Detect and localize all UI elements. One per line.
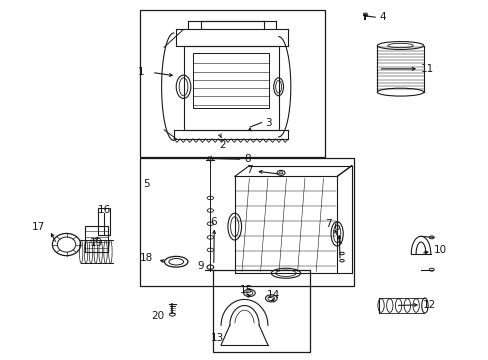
Text: 5: 5 [142,179,149,189]
Ellipse shape [207,248,213,252]
Text: 4: 4 [378,12,385,22]
Text: 1: 1 [138,67,144,77]
Text: 3: 3 [265,118,271,128]
Text: 7: 7 [245,165,252,175]
Ellipse shape [245,291,252,295]
Ellipse shape [207,235,213,239]
Text: 10: 10 [433,245,446,255]
Text: 2: 2 [219,140,225,150]
Text: 16: 16 [97,206,110,216]
Text: 15: 15 [239,285,253,296]
Ellipse shape [207,209,213,212]
Text: 9: 9 [197,261,203,271]
Text: 8: 8 [244,154,251,164]
Ellipse shape [207,196,213,200]
Text: 18: 18 [140,253,153,263]
Text: 6: 6 [332,222,339,232]
Bar [84,226,108,252]
Text: 7: 7 [325,219,331,229]
Text: 14: 14 [266,290,280,300]
Text: 13: 13 [210,333,224,343]
Bar [140,10,325,157]
Bar [98,208,110,234]
Text: 20: 20 [151,311,163,321]
Ellipse shape [279,172,282,174]
Text: 6: 6 [210,217,217,227]
Ellipse shape [387,43,412,48]
Text: 17: 17 [32,222,45,232]
Bar [193,53,268,108]
Ellipse shape [207,222,213,226]
Ellipse shape [267,296,274,301]
Bar [212,270,310,352]
Text: 12: 12 [422,300,435,310]
Text: 11: 11 [420,64,433,74]
Text: 19: 19 [90,238,103,248]
Bar [140,158,353,286]
